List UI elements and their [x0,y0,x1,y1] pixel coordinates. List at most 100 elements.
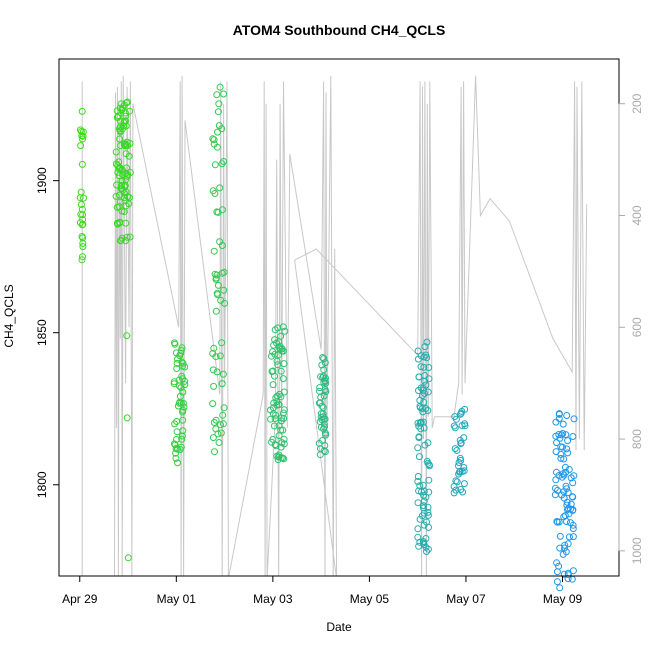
data-point [177,443,185,451]
data-point [424,503,432,511]
plot-frame [58,58,620,577]
data-point [220,90,228,98]
data-point [450,489,458,497]
data-point [174,459,181,467]
data-point [564,437,572,445]
data-point [461,420,469,428]
data-point [277,332,285,340]
data-point [114,168,122,176]
data-point [273,392,281,400]
data-point [116,218,124,226]
data-point [423,338,431,346]
pressure-line [81,75,588,576]
right-tick-label: 200 [630,93,644,113]
data-point [116,128,124,136]
data-point [316,387,323,395]
data-point [214,281,222,289]
data-point [553,568,561,576]
data-point [79,243,87,251]
data-point [557,443,565,451]
data-point [456,436,464,444]
data-point [414,473,422,480]
data-point [113,181,121,189]
data-point [115,203,123,211]
data-point [216,83,224,91]
data-point [316,384,324,392]
data-point [280,455,288,463]
data-point [563,445,571,453]
data-point [210,344,218,352]
data-point [269,381,277,389]
data-point [78,205,86,213]
data-point [319,404,327,412]
data-point [272,442,280,450]
data-point [277,367,285,375]
data-point [210,419,218,426]
data-point [457,486,465,493]
data-point [320,415,328,423]
data-point [569,525,577,533]
data-point [218,380,226,388]
data-point [172,449,180,457]
data-point [219,420,227,428]
data-point [460,464,468,471]
data-point [126,233,134,241]
data-point [126,107,133,115]
data-point [416,538,424,546]
right-tick-label: 400 [630,205,644,225]
y-tick-label: 1800 [35,471,49,498]
data-point [267,415,275,423]
data-point [77,188,85,196]
data-point [121,117,128,125]
data-point [171,340,179,348]
data-point [269,410,277,418]
x-tick-label: May 01 [157,592,197,606]
data-point [270,422,278,430]
data-point [415,542,423,550]
data-point [269,367,277,375]
data-point [317,410,325,418]
data-point [176,398,184,406]
data-point [416,515,424,523]
data-point [170,378,178,386]
x-axis: Apr 29 May 01 May 03 May 05 May 07 May 09 [62,575,583,606]
data-point [177,349,185,357]
data-point [563,412,571,419]
x-tick-label: Apr 29 [62,592,98,606]
data-point [417,363,425,371]
data-point [560,488,568,496]
data-point [557,454,565,462]
data-point [556,544,564,552]
data-point [177,347,185,354]
data-point [561,512,569,520]
data-point [280,440,288,448]
data-point [316,451,324,459]
data-point [123,172,131,180]
data-point [211,190,219,197]
data-point [77,201,85,208]
data-point [450,483,458,490]
data-point [114,112,122,120]
data-point [123,332,131,340]
data-point [421,343,429,351]
data-point [268,352,275,360]
x-axis-label: Date [326,620,352,634]
data-point [210,140,218,148]
data-point [218,339,226,347]
data-point [122,99,130,107]
data-point [414,499,422,507]
pressure-trace [81,75,588,576]
data-point [414,419,422,427]
data-point [112,148,120,156]
data-point [122,142,130,150]
data-point [209,400,217,408]
data-point [564,571,572,579]
data-point [274,324,282,332]
data-point [553,578,561,586]
data-point [564,506,571,514]
data-point [424,439,432,447]
data-point [118,185,126,193]
right-tick-label: 1000 [630,537,644,564]
data-point [425,476,433,484]
data-point [218,242,226,249]
